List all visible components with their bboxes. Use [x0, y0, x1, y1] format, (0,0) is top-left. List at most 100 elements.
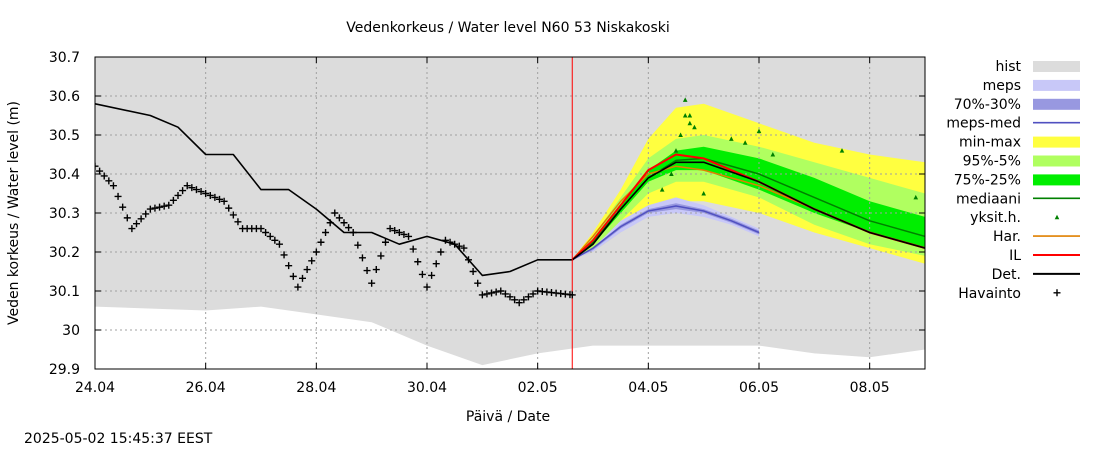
observation-point	[460, 244, 468, 252]
observation-point	[197, 188, 205, 196]
member-point	[770, 152, 776, 157]
member-point	[682, 113, 688, 118]
observation-point	[451, 240, 459, 248]
observation-point	[441, 236, 449, 244]
observation-point	[179, 187, 187, 195]
observation-point	[299, 274, 306, 282]
observation-point	[331, 209, 339, 217]
legend-label-har: Har.	[993, 229, 1021, 245]
observation-point	[146, 205, 154, 213]
observation-point	[183, 182, 191, 190]
observation-point	[405, 232, 413, 240]
observation-point	[137, 215, 145, 223]
markers-layer	[95, 97, 919, 307]
observation-point	[128, 225, 136, 233]
grid-layer	[94, 56, 925, 370]
y-tick-label: 30.2	[49, 245, 80, 261]
observation-point	[515, 299, 523, 307]
x-tick-labels: 24.04 26.04 28.04 30.04 02.05 04.05 06.05 08.05	[75, 380, 890, 396]
legend-label-havainto: Havainto	[958, 286, 1021, 302]
legend-swatch-meps-70-30	[1033, 98, 1080, 110]
observation-point	[469, 268, 477, 275]
observation-point	[285, 262, 293, 270]
member-point	[687, 113, 693, 118]
observation-point	[303, 266, 311, 274]
observation-point	[423, 283, 431, 291]
observation-point	[280, 251, 288, 259]
observation-point	[358, 254, 366, 262]
observation-point	[211, 193, 219, 201]
bands-layer	[95, 57, 925, 366]
member-point	[692, 124, 697, 130]
x-tick-label: 30.04	[407, 380, 447, 396]
member-point	[669, 171, 674, 176]
x-tick-label: 06.05	[739, 380, 779, 396]
legend-label-il: IL	[1009, 248, 1021, 264]
legend-label-p75-25: 75%-25%	[954, 172, 1021, 188]
observation-point	[142, 210, 150, 218]
x-tick-label: 08.05	[850, 380, 890, 396]
legend-label-meps-70-30: 70%-30%	[954, 97, 1021, 113]
observation-point	[400, 230, 408, 238]
observation-point	[529, 290, 537, 298]
observation-point	[202, 190, 210, 197]
legend-swatch-meps	[1033, 79, 1080, 91]
legend-swatch-p95-5	[1033, 155, 1080, 167]
observation-point	[326, 219, 334, 227]
observation-point	[428, 271, 436, 279]
observation-point	[123, 214, 131, 222]
observation-point	[294, 283, 302, 291]
x-tick-label: 28.04	[296, 380, 336, 396]
observation-point	[160, 202, 168, 210]
legend-swatch-min-max	[1033, 136, 1080, 148]
observation-point	[266, 232, 274, 240]
observation-point	[455, 242, 463, 250]
observation-point	[96, 167, 104, 175]
line-meps-med	[571, 205, 760, 261]
observation-point	[257, 225, 265, 233]
observation-point	[317, 238, 325, 246]
observation-point	[511, 296, 519, 304]
timestamp: 2025-05-02 15:45:37 EEST	[24, 431, 213, 447]
member-point	[673, 148, 679, 153]
y-tick-label: 30.4	[49, 167, 80, 183]
x-tick-label: 02.05	[518, 380, 558, 396]
observation-point	[234, 218, 242, 226]
member-point	[756, 128, 762, 134]
x-tick-label: 26.04	[186, 380, 226, 396]
observation-point	[109, 182, 117, 190]
observation-point	[501, 290, 509, 298]
legend-swatch-p75-25	[1033, 174, 1080, 186]
y-tick-label: 30.7	[49, 50, 80, 66]
y-tick-label: 30.1	[49, 284, 80, 300]
observation-point	[133, 220, 140, 228]
observation-point	[114, 192, 122, 200]
legend-label-meps-med: meps-med	[946, 116, 1021, 132]
legend-swatch-yksit	[1054, 214, 1060, 220]
legend: hist meps 70%-30% meps-med min-max 95%-5% 75%-…	[946, 59, 1080, 302]
legend-label-p95-5: 95%-5%	[963, 154, 1021, 170]
observation-point	[483, 290, 491, 298]
observation-point	[372, 266, 380, 274]
observation-point	[377, 252, 385, 260]
observation-point	[437, 248, 445, 256]
observation-point	[409, 245, 417, 253]
observation-point	[308, 257, 316, 265]
x-axis-label: Päivä / Date	[466, 409, 550, 425]
observation-point	[520, 296, 528, 304]
y-tick-label: 30	[62, 323, 80, 339]
observation-point	[432, 260, 440, 268]
observation-point	[105, 177, 113, 185]
observation-point	[506, 293, 514, 301]
y-tick-label: 30.5	[49, 128, 80, 144]
observation-point	[478, 291, 486, 299]
observation-point	[322, 229, 330, 236]
observation-point	[418, 270, 426, 278]
observation-point	[192, 186, 200, 194]
observation-point	[386, 225, 394, 233]
member-point	[742, 140, 748, 145]
observation-point	[354, 241, 362, 249]
observation-point	[169, 196, 177, 204]
observation-point	[151, 204, 159, 212]
